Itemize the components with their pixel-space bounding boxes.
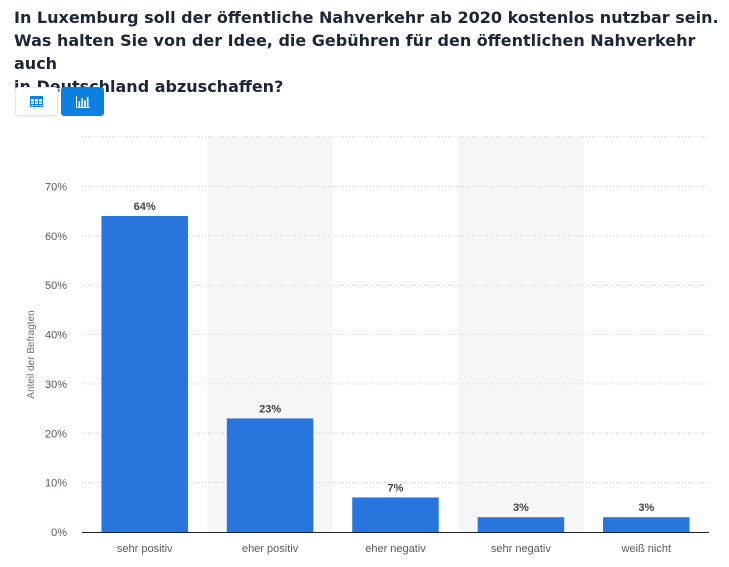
y-tick-label-20: 20% [45,428,67,440]
category-label-5: weiß nicht [621,543,672,555]
data-label-2: 23% [259,403,281,415]
title-line-3: in Deutschland abzuschaffen? [14,77,284,96]
bar-chart: 0% 10% 20% 30% 40% 50% 60% 70% Anteil der Befrag… [26,136,709,555]
category-label-2: eher positiv [242,543,299,555]
y-tick-label-10: 10% [45,478,67,490]
data-label-4: 3% [513,502,529,514]
y-tick-label-0: 0% [51,527,67,539]
y-tick-label-70: 70% [45,181,67,193]
category-label-3: eher negativ [365,543,426,555]
category-label-1: sehr positiv [117,543,173,555]
y-tick-label-60: 60% [45,231,67,243]
y-tick-label-50: 50% [45,280,67,292]
title-line-2: Was halten Sie von der Idee, die Gebühre… [14,31,696,73]
data-label-3: 7% [388,482,404,494]
bar-5 [603,517,690,532]
bar-2 [226,418,314,532]
title-line-1: In Luxemburg soll der öffentliche Nahver… [14,8,719,27]
bar-1 [101,216,188,532]
chart-view-button[interactable] [61,87,104,116]
view-toggle [15,87,104,116]
y-tick-label-40: 40% [45,330,67,342]
table-icon [30,96,43,107]
category-label-4: sehr negativ [491,543,551,555]
data-label-5: 3% [638,502,654,514]
data-label-1: 64% [134,201,156,213]
bar-chart-icon [75,95,90,108]
chart-title: In Luxemburg soll der öffentliche Nahver… [14,6,719,98]
y-axis-title: Anteil der Befragten [26,310,37,398]
bar-3 [352,497,439,532]
bar-4 [477,517,565,532]
table-view-button[interactable] [15,87,58,116]
y-tick-label-30: 30% [45,379,67,391]
